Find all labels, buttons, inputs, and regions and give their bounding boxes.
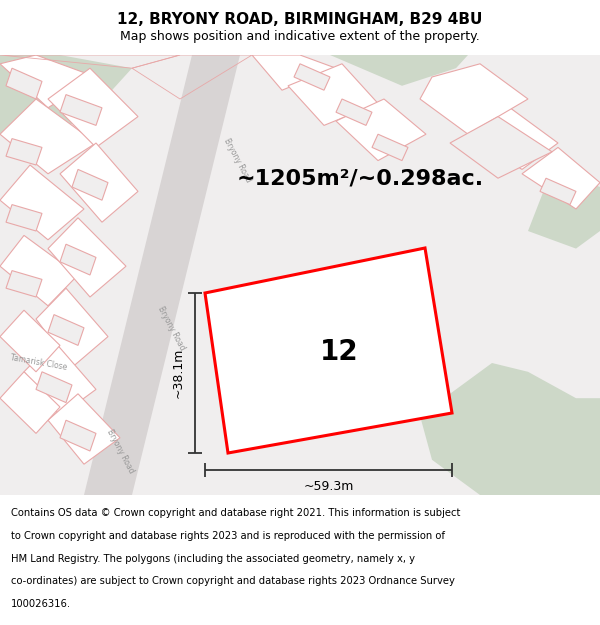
Polygon shape <box>420 363 600 495</box>
Polygon shape <box>540 178 576 204</box>
Polygon shape <box>0 99 96 174</box>
Polygon shape <box>492 130 528 156</box>
Polygon shape <box>252 55 336 90</box>
Polygon shape <box>36 372 72 402</box>
Polygon shape <box>468 107 558 169</box>
Text: 12: 12 <box>320 338 359 366</box>
Polygon shape <box>288 64 378 126</box>
Polygon shape <box>205 248 452 453</box>
Polygon shape <box>528 169 600 249</box>
Polygon shape <box>60 244 96 275</box>
Polygon shape <box>60 420 96 451</box>
Text: Contains OS data © Crown copyright and database right 2021. This information is : Contains OS data © Crown copyright and d… <box>11 508 460 518</box>
Polygon shape <box>84 55 240 495</box>
Text: ~38.1m: ~38.1m <box>172 348 185 398</box>
Text: Bryony Road: Bryony Road <box>221 137 253 184</box>
Polygon shape <box>522 148 600 209</box>
Polygon shape <box>372 134 408 161</box>
Polygon shape <box>48 314 84 346</box>
Polygon shape <box>330 55 468 86</box>
Polygon shape <box>420 64 528 134</box>
Text: ~1205m²/~0.298ac.: ~1205m²/~0.298ac. <box>236 168 484 188</box>
Polygon shape <box>0 310 60 372</box>
Polygon shape <box>60 143 138 222</box>
Text: Bryony Road: Bryony Road <box>104 428 136 474</box>
Polygon shape <box>6 204 42 231</box>
Text: co-ordinates) are subject to Crown copyright and database rights 2023 Ordnance S: co-ordinates) are subject to Crown copyr… <box>11 576 455 586</box>
Polygon shape <box>0 55 132 152</box>
Polygon shape <box>6 139 42 165</box>
Text: Map shows position and indicative extent of the property.: Map shows position and indicative extent… <box>120 30 480 43</box>
Polygon shape <box>6 271 42 297</box>
Polygon shape <box>450 117 552 178</box>
Polygon shape <box>0 55 96 108</box>
Polygon shape <box>294 64 330 90</box>
Polygon shape <box>24 341 96 416</box>
Polygon shape <box>72 169 108 200</box>
Text: ~59.3m: ~59.3m <box>304 480 353 493</box>
Polygon shape <box>336 99 426 161</box>
Text: Tamarisk Close: Tamarisk Close <box>10 354 68 372</box>
Polygon shape <box>60 94 102 126</box>
Text: 100026316.: 100026316. <box>11 599 71 609</box>
Polygon shape <box>0 372 60 433</box>
Polygon shape <box>36 288 108 368</box>
Polygon shape <box>48 394 120 464</box>
Polygon shape <box>6 68 42 99</box>
Polygon shape <box>0 236 78 306</box>
Polygon shape <box>48 217 126 297</box>
Text: HM Land Registry. The polygons (including the associated geometry, namely x, y: HM Land Registry. The polygons (includin… <box>11 554 415 564</box>
Text: Bryony Road: Bryony Road <box>155 304 187 351</box>
Text: to Crown copyright and database rights 2023 and is reproduced with the permissio: to Crown copyright and database rights 2… <box>11 531 445 541</box>
Text: 12, BRYONY ROAD, BIRMINGHAM, B29 4BU: 12, BRYONY ROAD, BIRMINGHAM, B29 4BU <box>118 12 482 27</box>
Polygon shape <box>0 165 84 240</box>
Polygon shape <box>48 68 138 148</box>
Polygon shape <box>336 99 372 126</box>
